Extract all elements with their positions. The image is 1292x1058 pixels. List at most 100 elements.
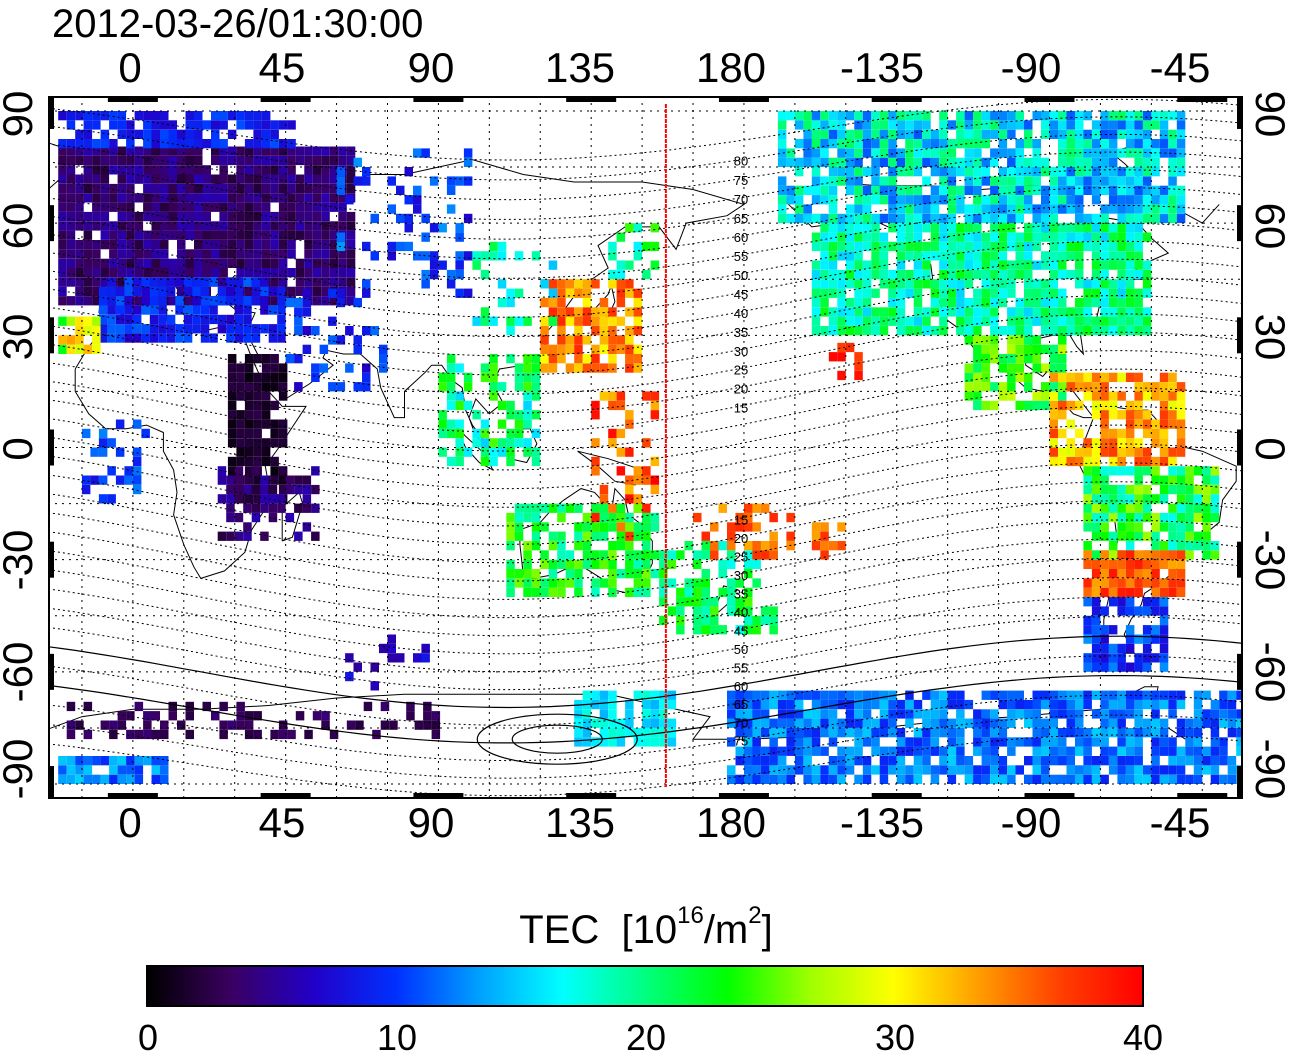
tec-cell [582, 288, 592, 298]
tec-cell [557, 279, 566, 289]
tec-cell [227, 202, 237, 212]
tec-cell [141, 277, 150, 287]
tec-cell [226, 333, 235, 343]
tec-cell [270, 165, 279, 175]
tec-cell [253, 354, 262, 364]
tec-cell [141, 333, 150, 343]
tec-cell [1151, 204, 1160, 214]
tec-cell [896, 326, 906, 336]
tec-cell [1125, 195, 1135, 205]
tec-cell [107, 305, 116, 315]
tec-cell [1176, 569, 1186, 579]
tec-cell [769, 718, 778, 728]
tec-cell [1083, 615, 1092, 626]
tec-cell [1108, 176, 1118, 186]
tec-cell [1151, 718, 1160, 728]
tec-cell [380, 701, 390, 712]
tec-cell [693, 587, 702, 597]
tec-cell [905, 111, 914, 121]
tec-cell [227, 466, 237, 476]
colorbar [146, 965, 1144, 1007]
tec-cell [134, 240, 144, 250]
tec-cell [66, 155, 76, 166]
tec-cell [227, 258, 237, 268]
tec-cell [1041, 223, 1050, 233]
tec-cell [642, 531, 651, 541]
tec-cell [642, 475, 651, 485]
tec-cell [100, 165, 110, 175]
frame-tick [1177, 793, 1228, 799]
tec-cell [243, 333, 252, 343]
tec-cell [676, 625, 685, 635]
tec-cell [1185, 728, 1194, 738]
frame-tick [1024, 793, 1075, 799]
tec-cell [769, 606, 778, 616]
tec-cell [506, 522, 515, 532]
tec-cell [251, 277, 261, 287]
tec-cell [160, 111, 169, 121]
tec-cell [278, 475, 288, 485]
tec-cell [557, 307, 566, 317]
tec-cell [236, 419, 245, 429]
tec-cell [1142, 466, 1152, 476]
tec-cell [1066, 269, 1075, 280]
tec-cell [1125, 709, 1135, 719]
tec-cell [1125, 269, 1135, 280]
tec-cell [752, 690, 761, 700]
tec-cell [1007, 148, 1016, 158]
tec-cell [888, 297, 897, 308]
tec-cell [1058, 176, 1067, 186]
tec-cell [1142, 728, 1152, 738]
tec-cell [236, 221, 245, 231]
tec-cell [226, 503, 235, 513]
tec-cell [998, 167, 1008, 177]
tec-cell [1007, 363, 1016, 373]
tec-cell [854, 157, 863, 167]
tec-cell [981, 195, 991, 205]
tec-cell [1117, 185, 1126, 195]
tec-cell [981, 204, 991, 214]
tec-cell [219, 146, 228, 156]
tec-cell [261, 363, 271, 373]
tec-cell [1100, 438, 1109, 448]
tec-cell [66, 221, 76, 231]
frame-tick [107, 793, 158, 799]
tec-cell [888, 223, 897, 233]
tec-cell [1015, 204, 1024, 214]
tec-cell [854, 129, 863, 139]
tec-cell [1193, 737, 1203, 747]
tec-cell [540, 578, 549, 588]
tec-cell [117, 120, 127, 130]
tec-cell [278, 720, 288, 730]
tec-cell [185, 711, 194, 721]
tec-cell [973, 204, 982, 214]
tec-cell [616, 503, 626, 513]
tec-cell [66, 765, 76, 775]
tec-cell [930, 737, 940, 747]
tec-cell [66, 146, 76, 156]
tec-cell [981, 269, 991, 280]
tec-cell [1066, 756, 1075, 766]
top-lon-tick: -135 [839, 44, 925, 91]
tec-cell [431, 711, 441, 721]
tec-cell [735, 690, 744, 700]
tec-cell [752, 625, 761, 635]
tec-cell [574, 578, 583, 588]
tec-cell [820, 241, 829, 252]
tec-cell [803, 148, 812, 158]
tec-cell [1193, 746, 1203, 756]
tec-cell [211, 221, 220, 231]
tec-cell [837, 157, 846, 167]
tec-cell [1075, 746, 1084, 756]
tec-cell [319, 344, 329, 354]
tec-cell [107, 324, 116, 334]
tec-cell [642, 559, 651, 569]
tec-cell [287, 230, 296, 240]
tec-cell [803, 756, 812, 766]
tec-cell [109, 268, 118, 278]
tec-cell [260, 286, 269, 296]
tec-cell [608, 503, 617, 513]
tec-cell [1100, 129, 1109, 139]
tec-cell [913, 213, 923, 224]
tec-cell [828, 541, 838, 551]
